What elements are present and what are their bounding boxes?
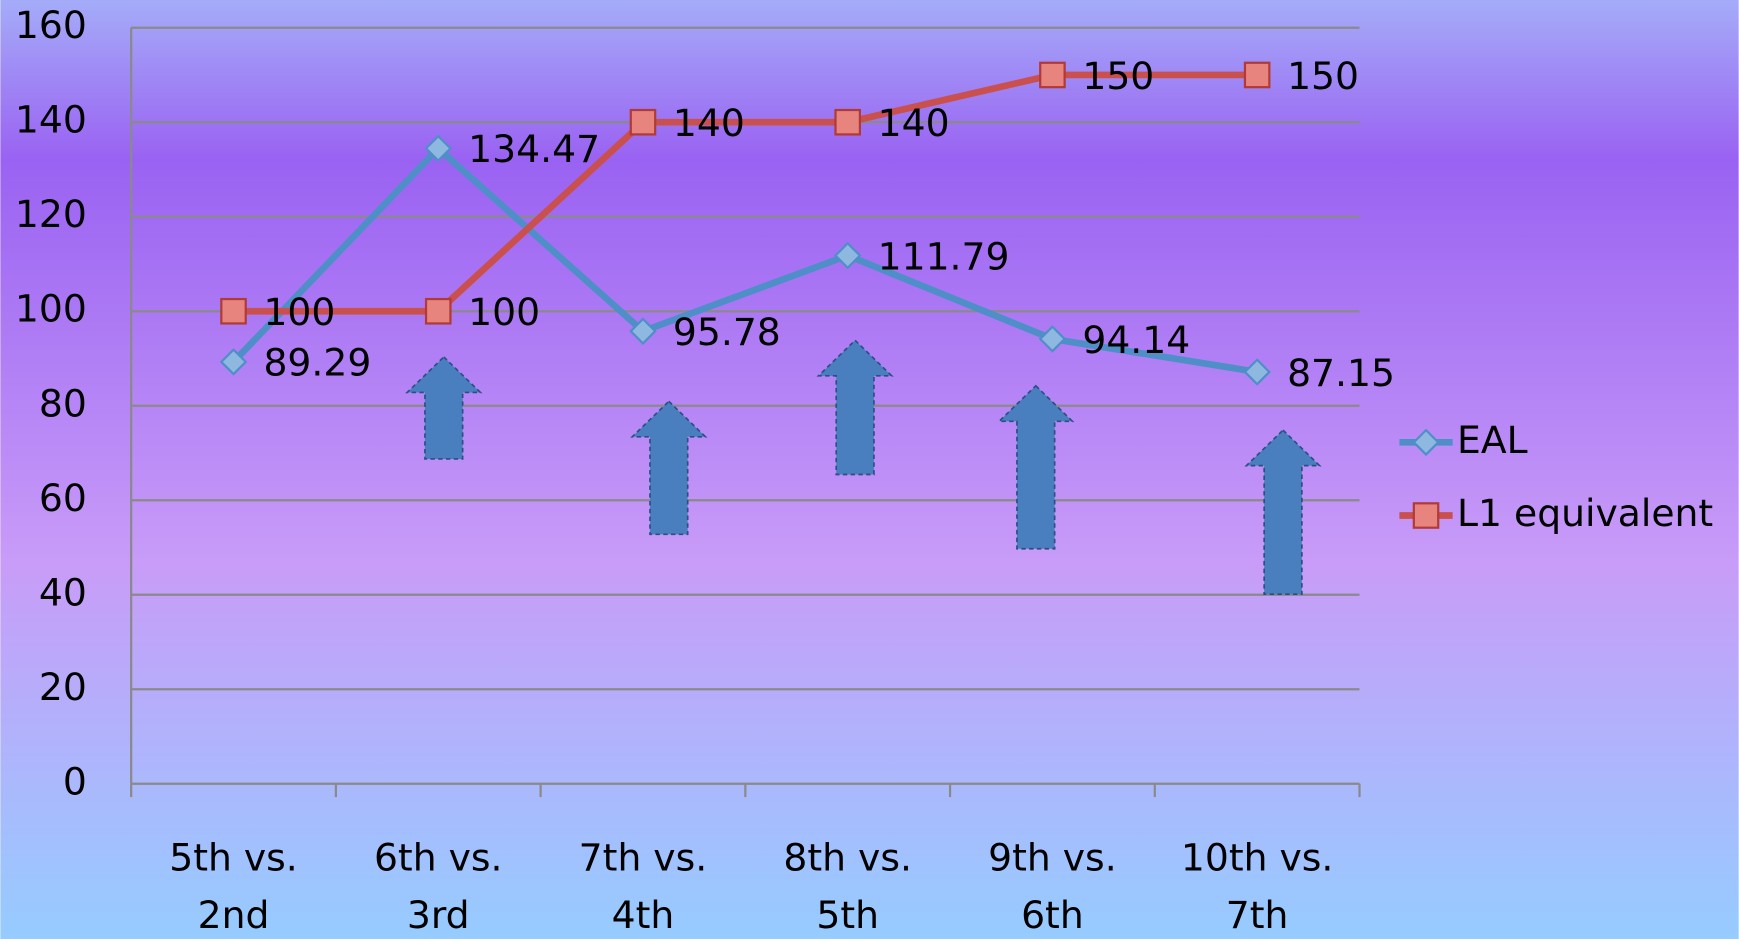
y-tick-label: 60 — [39, 476, 87, 520]
data-label: 134.47 — [468, 127, 600, 171]
point — [629, 317, 657, 345]
x-label-box: 7th vs. 4th — [578, 835, 708, 938]
x-label-box: 6th vs. 3rd — [373, 835, 503, 938]
point — [1038, 325, 1067, 353]
point — [629, 108, 657, 136]
point — [1412, 428, 1440, 457]
point — [424, 134, 453, 163]
data-label: 100 — [468, 290, 540, 334]
y-tick-label: 40 — [39, 570, 87, 614]
y-tick-label: 0 — [63, 759, 87, 803]
point — [1412, 502, 1440, 529]
data-label: 150 — [1287, 54, 1359, 98]
point — [219, 348, 248, 376]
point — [834, 108, 862, 136]
point — [220, 297, 247, 325]
y-tick-label: 20 — [39, 665, 87, 709]
arrow — [997, 384, 1075, 550]
series-line — [233, 71, 1258, 315]
point — [1243, 358, 1271, 386]
x-tick-label: 5th vs. 2nd — [169, 835, 298, 938]
y-tick-label: 140 — [15, 98, 87, 142]
point — [424, 297, 452, 325]
legend-label: EAL — [1457, 418, 1528, 462]
data-label: 140 — [673, 101, 745, 145]
arrow — [1244, 428, 1322, 596]
point — [1039, 61, 1066, 89]
x-tick-label: 8th vs. 5th — [783, 835, 912, 938]
x-tick-label: 7th vs. 4th — [578, 835, 708, 938]
arrow — [405, 355, 483, 460]
y-tick-label: 100 — [15, 287, 87, 331]
data-label: 89.29 — [263, 341, 371, 385]
data-label: 111.79 — [878, 234, 1010, 278]
x-tick-label: 9th vs. 6th — [988, 835, 1117, 938]
arrow — [630, 400, 708, 536]
data-label: 140 — [878, 101, 950, 145]
data-label: 150 — [1082, 54, 1154, 98]
x-label-box: 10th vs. 7th — [1180, 835, 1334, 938]
x-tick-label: 10th vs. 7th — [1180, 835, 1334, 938]
data-label: 94.14 — [1082, 318, 1190, 362]
legend-label: L1 equivalent — [1457, 491, 1713, 535]
y-tick-label: 120 — [15, 192, 87, 236]
data-label: 100 — [263, 290, 335, 334]
y-tick-label: 80 — [39, 381, 87, 425]
x-label-box: 5th vs. 2nd — [169, 835, 298, 938]
point — [833, 241, 862, 270]
point — [1243, 61, 1271, 89]
x-label-box: 9th vs. 6th — [988, 835, 1117, 938]
data-label: 87.15 — [1287, 351, 1395, 395]
x-label-box: 8th vs. 5th — [783, 835, 912, 938]
y-tick-label: 160 — [15, 3, 87, 47]
arrow — [816, 339, 894, 476]
x-tick-label: 6th vs. 3rd — [373, 835, 503, 938]
series-line — [231, 145, 1258, 376]
data-label: 95.78 — [673, 310, 781, 354]
